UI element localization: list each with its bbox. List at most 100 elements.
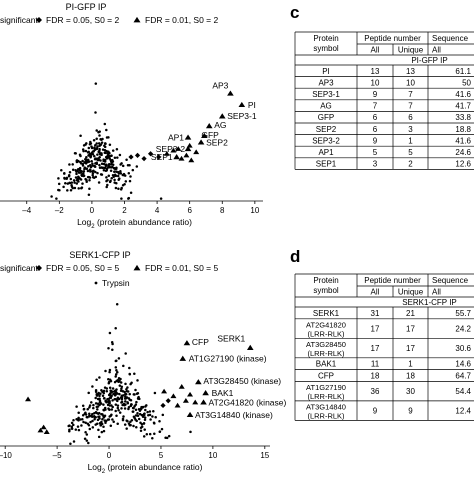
data-point <box>75 159 79 162</box>
data-point <box>114 392 117 395</box>
row-sequence: 50 <box>462 78 471 87</box>
data-point <box>143 428 146 431</box>
row-sequence: 30.6 <box>455 344 471 353</box>
data-point <box>92 403 95 407</box>
row-unique: 3 <box>408 125 413 134</box>
data-point <box>102 416 106 419</box>
data-point <box>107 163 111 166</box>
data-point <box>127 407 130 411</box>
data-point <box>148 413 152 417</box>
row-protein: AT2G41820 <box>306 321 346 330</box>
data-point <box>108 370 111 374</box>
data-point-labeled <box>218 113 226 119</box>
data-point <box>117 357 121 360</box>
point-label: AT1G27190 (kinase) <box>189 354 267 364</box>
data-point <box>87 164 90 168</box>
data-point <box>101 148 105 151</box>
point-label: SEP2 <box>206 137 228 147</box>
row-sequence: 54.4 <box>455 387 471 396</box>
row-all: 5 <box>373 148 378 157</box>
data-point <box>72 419 75 422</box>
data-point <box>90 401 93 404</box>
data-point <box>111 173 115 177</box>
data-point <box>104 408 107 411</box>
data-point <box>124 393 127 396</box>
row-sequence: 24.2 <box>455 325 471 334</box>
data-point <box>119 377 122 381</box>
data-point <box>68 163 71 166</box>
data-point-fdr-001 <box>163 151 170 156</box>
data-point <box>167 434 171 438</box>
data-point <box>73 186 77 190</box>
data-point <box>128 424 132 427</box>
data-point-fdr-001 <box>188 157 195 163</box>
data-point <box>70 421 74 425</box>
data-point <box>119 170 122 173</box>
data-point <box>121 417 125 421</box>
data-point <box>93 417 96 421</box>
data-point <box>81 414 85 417</box>
data-point <box>79 418 82 421</box>
data-point-fdr-001 <box>170 393 177 399</box>
data-point <box>102 429 106 433</box>
data-point <box>100 430 104 434</box>
data-point <box>76 167 80 171</box>
x-tick-label: 4 <box>155 206 160 215</box>
data-point <box>97 142 101 145</box>
data-point <box>153 432 156 436</box>
data-point <box>115 414 118 417</box>
data-point <box>80 173 83 177</box>
data-point <box>127 196 131 200</box>
row-protein: CFP <box>318 372 334 381</box>
data-point <box>151 415 154 418</box>
data-point <box>57 177 60 180</box>
data-point <box>88 406 91 409</box>
data-point <box>122 402 126 406</box>
row-protein-type: (LRR-RLK) <box>307 412 345 421</box>
legend-fdr-1: FDR = 0.05, S0 = 5 <box>46 263 120 273</box>
data-point <box>109 424 113 427</box>
data-point <box>153 391 157 395</box>
data-point <box>116 399 119 403</box>
point-label: AT3G28450 (kinase) <box>203 376 281 386</box>
x-tick-label: –5 <box>53 451 62 460</box>
data-point <box>80 187 83 190</box>
data-point <box>81 418 84 421</box>
data-point-fdr-001 <box>43 429 50 434</box>
data-point <box>86 169 90 173</box>
data-point <box>88 404 92 407</box>
data-point-labeled <box>238 101 246 108</box>
data-point <box>115 170 118 174</box>
data-point <box>93 165 97 169</box>
data-point <box>115 302 119 306</box>
data-point <box>120 407 123 410</box>
data-point <box>105 179 108 183</box>
data-point <box>135 419 138 423</box>
data-point <box>108 404 112 407</box>
header-seq-all: All <box>432 288 441 297</box>
data-point <box>119 163 122 166</box>
data-point <box>100 141 104 144</box>
legend-fdr-2: FDR = 0.01, S0 = 2 <box>145 15 219 25</box>
data-point <box>79 162 83 165</box>
row-unique: 17 <box>406 344 415 353</box>
data-point <box>105 176 108 179</box>
data-point <box>97 150 100 154</box>
data-point <box>104 369 107 373</box>
data-point <box>142 421 146 425</box>
header-all: All <box>371 288 380 297</box>
data-point <box>122 173 126 177</box>
data-point <box>78 166 82 170</box>
data-point <box>81 182 84 185</box>
row-sequence: 24.6 <box>455 148 471 157</box>
data-point <box>109 389 112 392</box>
data-point <box>126 390 130 393</box>
data-point <box>96 402 100 405</box>
row-all: 3 <box>373 160 378 169</box>
data-point <box>99 392 102 396</box>
data-point <box>119 188 123 191</box>
data-point <box>134 388 137 392</box>
data-point <box>87 154 90 157</box>
